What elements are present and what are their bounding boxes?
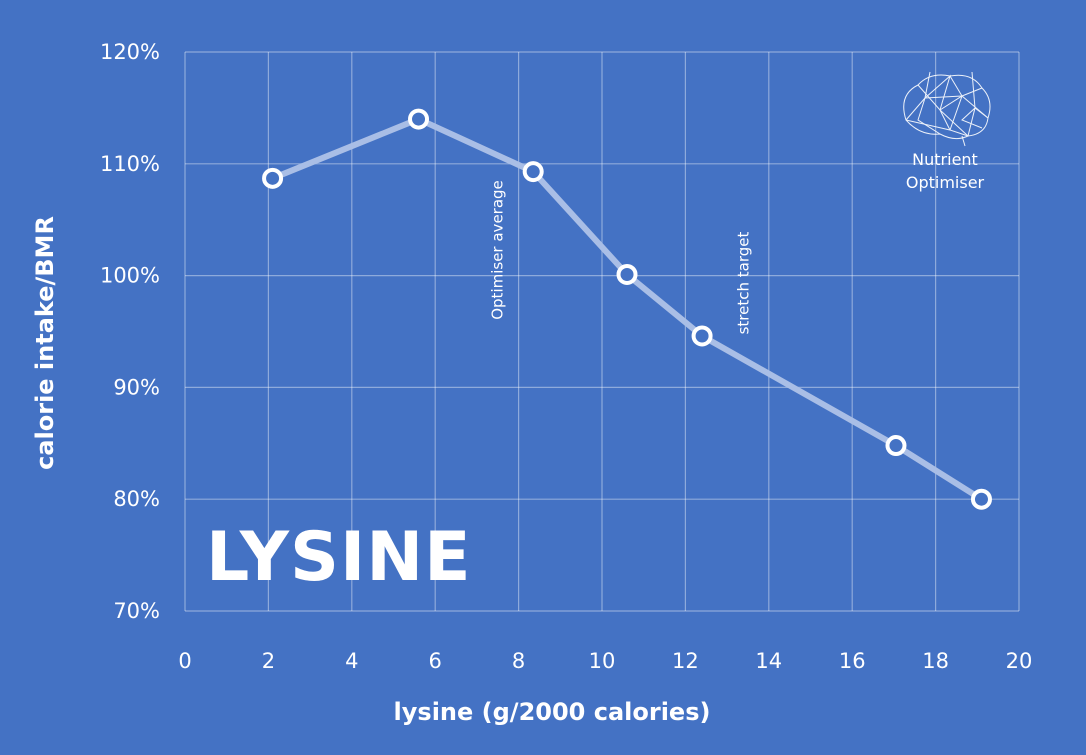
x-tick-label: 16 — [839, 649, 866, 673]
annotation-label: stretch target — [735, 231, 753, 334]
x-tick-label: 8 — [512, 649, 525, 673]
y-axis-label: calorie intake/BMR — [31, 216, 59, 470]
x-tick-label: 20 — [1006, 649, 1033, 673]
annotation-label: Optimiser average — [489, 180, 507, 320]
data-point — [970, 488, 992, 510]
x-tick-label: 2 — [262, 649, 275, 673]
series-line — [269, 116, 985, 503]
y-tick-label: 100% — [100, 264, 160, 288]
data-point — [616, 263, 638, 285]
x-tick-label: 12 — [672, 649, 699, 673]
brain-icon — [903, 71, 991, 147]
x-tick-label: 0 — [178, 649, 191, 673]
y-tick-label: 120% — [100, 40, 160, 64]
annotations: Optimiser average stretch target — [489, 180, 753, 334]
x-tick-label: 18 — [922, 649, 949, 673]
x-axis-ticks: 0 2 4 6 8 10 12 14 16 18 20 — [178, 649, 1032, 673]
logo-text-line1: Nutrient — [912, 150, 978, 169]
y-tick-label: 80% — [113, 487, 160, 511]
x-tick-label: 6 — [429, 649, 442, 673]
logo: Nutrient Optimiser — [903, 71, 991, 192]
x-tick-label: 14 — [755, 649, 782, 673]
x-tick-label: 10 — [589, 649, 616, 673]
data-point — [262, 167, 284, 189]
x-axis-label: lysine (g/2000 calories) — [394, 698, 711, 726]
chart-title: LYSINE — [206, 518, 472, 597]
y-tick-label: 70% — [113, 599, 160, 623]
logo-text-line2: Optimiser — [906, 173, 985, 192]
x-tick-label: 4 — [345, 649, 358, 673]
data-series — [262, 108, 992, 510]
y-tick-label: 90% — [113, 375, 160, 399]
data-point — [691, 325, 713, 347]
grid — [184, 51, 1020, 612]
data-point — [522, 161, 544, 183]
y-axis-ticks: 70% 80% 90% 100% 110% 120% — [100, 40, 160, 623]
data-point — [885, 435, 907, 457]
data-point — [408, 108, 430, 130]
y-tick-label: 110% — [100, 152, 160, 176]
